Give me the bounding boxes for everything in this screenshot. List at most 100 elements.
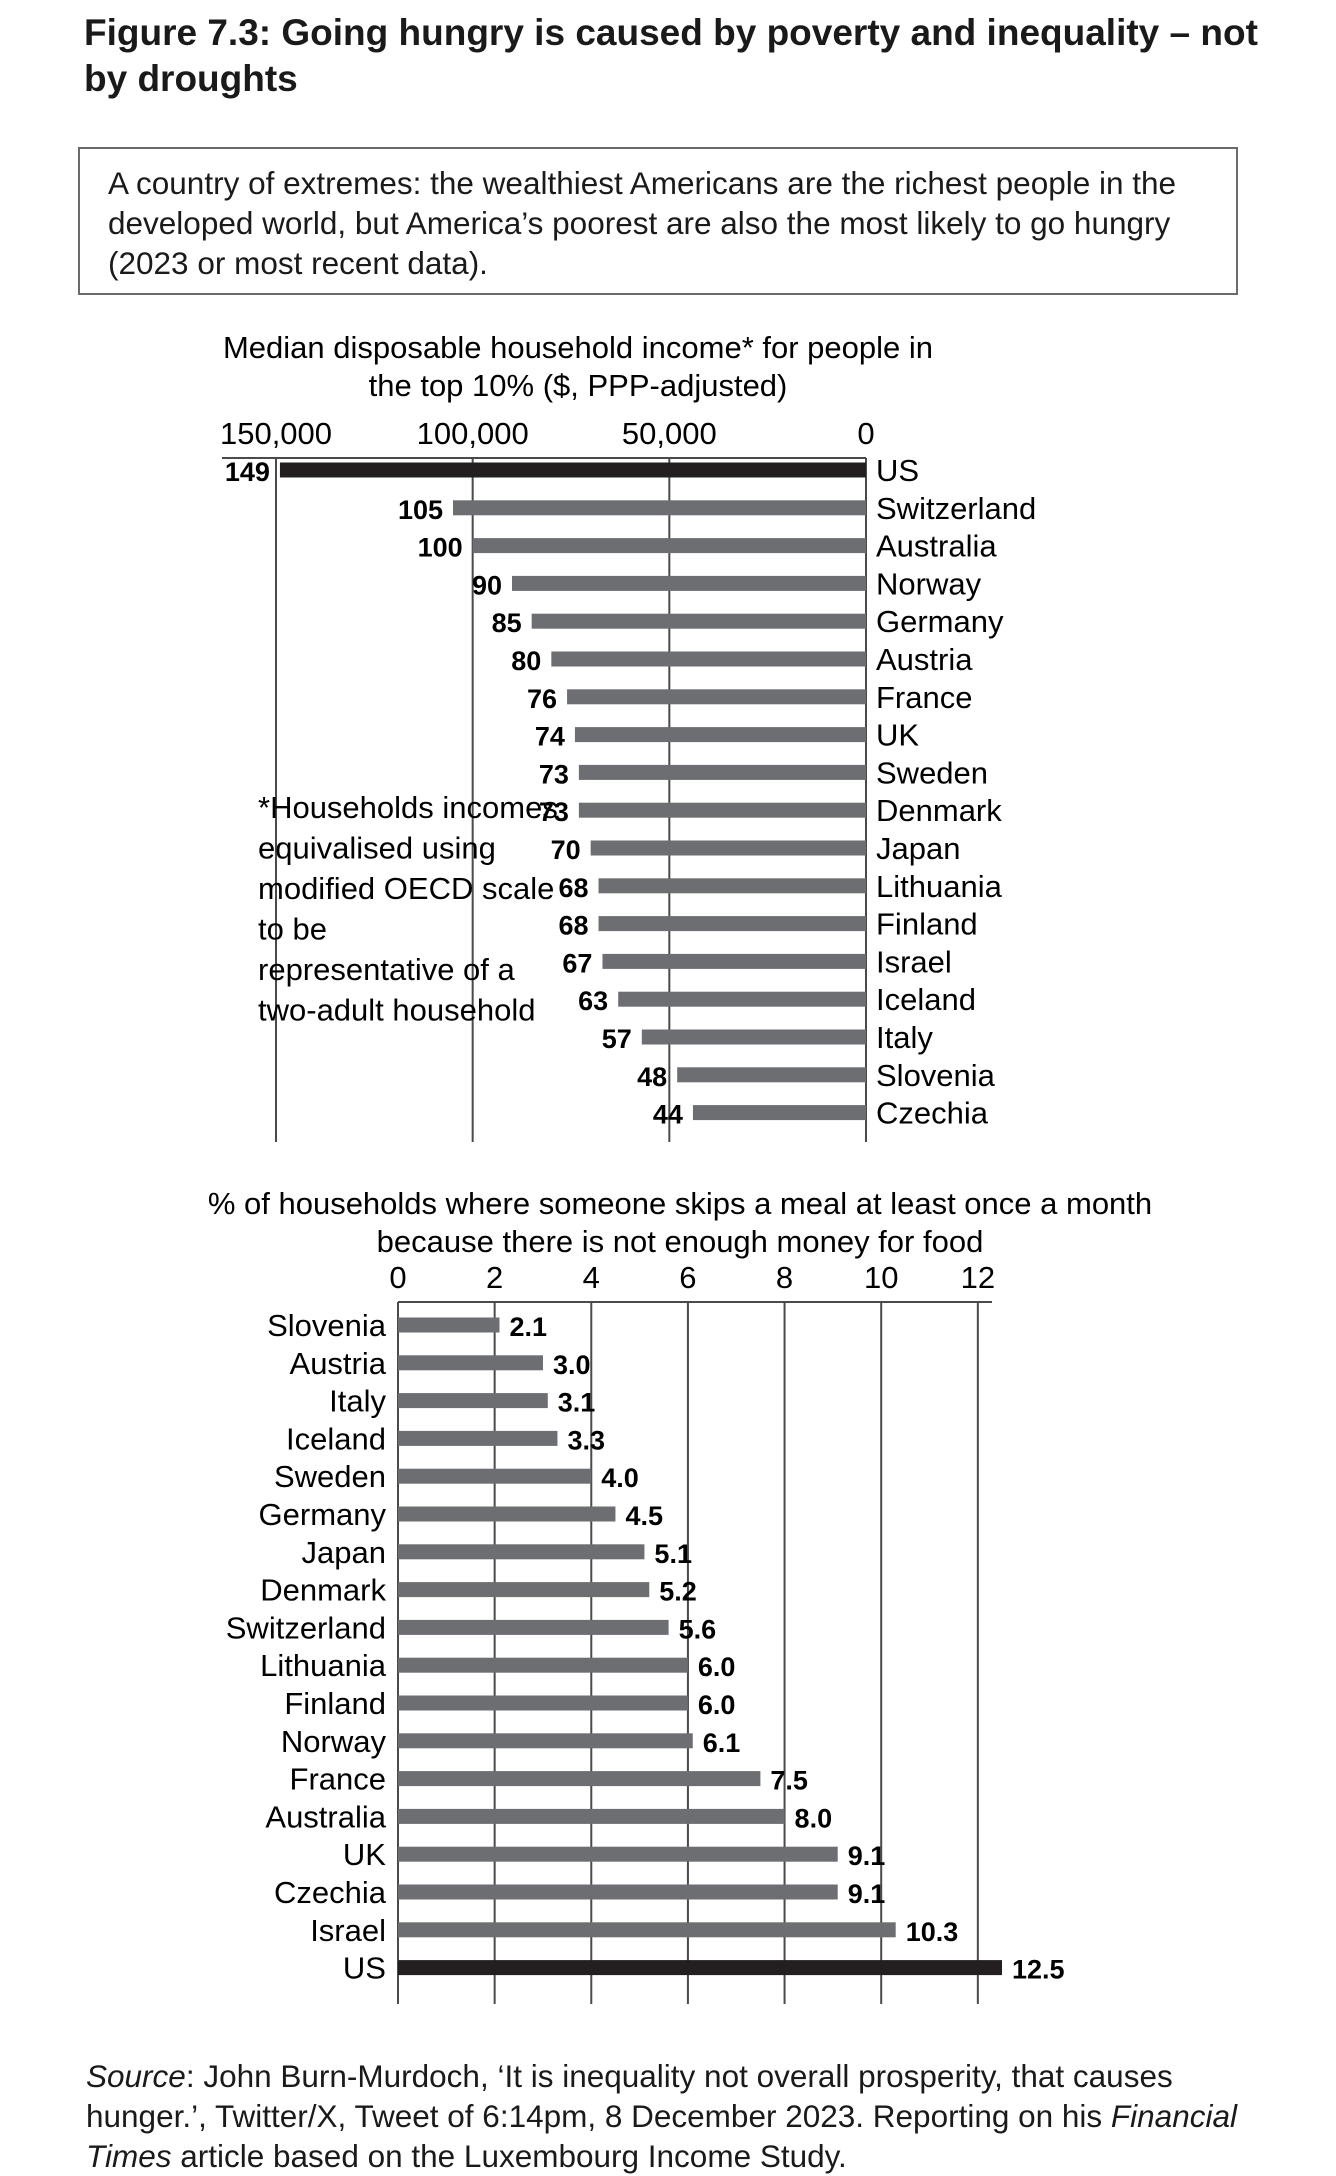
chart2-data-label: 6.0 bbox=[698, 1652, 736, 1682]
chart1-bar bbox=[472, 538, 866, 554]
chart2-bar bbox=[398, 1884, 838, 1900]
chart1-category-label: Iceland bbox=[876, 982, 976, 1017]
intro-box: A country of extremes: the wealthiest Am… bbox=[78, 147, 1238, 295]
chart1-data-label: 63 bbox=[578, 986, 608, 1016]
chart1-bar bbox=[598, 878, 866, 894]
chart2-category-label: Norway bbox=[281, 1724, 387, 1759]
chart2-bar bbox=[398, 1317, 500, 1333]
chart1-bar bbox=[279, 462, 866, 478]
chart2-category-label: Iceland bbox=[286, 1421, 386, 1456]
chart1-title: the top 10% ($, PPP-adjusted) bbox=[369, 368, 788, 403]
chart1-data-label: 67 bbox=[562, 948, 592, 978]
chart1-category-label: Australia bbox=[876, 529, 997, 564]
chart1-bar bbox=[574, 727, 866, 743]
footnote-text: representative of a bbox=[258, 952, 516, 987]
chart2-data-label: 9.1 bbox=[848, 1841, 886, 1871]
chart2-category-label: Slovenia bbox=[267, 1308, 387, 1343]
chart2-data-label: 6.1 bbox=[703, 1728, 741, 1758]
chart1-bar bbox=[641, 1029, 866, 1045]
chart1-data-label: 44 bbox=[653, 1100, 683, 1130]
chart2-category-label: Germany bbox=[259, 1497, 387, 1532]
intro-text: A country of extremes: the wealthiest Am… bbox=[108, 165, 1177, 281]
chart2-bar bbox=[398, 1430, 558, 1446]
chart1-bar bbox=[453, 500, 866, 516]
chart2-category-label: US bbox=[343, 1951, 386, 1986]
chart2-data-label: 3.1 bbox=[558, 1388, 596, 1418]
chart1-category-label: Czechia bbox=[876, 1096, 989, 1131]
chart1-data-label: 80 bbox=[511, 646, 541, 676]
chart2-category-label: Finland bbox=[284, 1686, 386, 1721]
chart2-tick-label: 8 bbox=[776, 1260, 793, 1295]
chart1-bar bbox=[598, 916, 866, 932]
chart2-tick-label: 2 bbox=[486, 1260, 503, 1295]
chart1-data-label: 100 bbox=[418, 533, 463, 563]
chart1-bar bbox=[531, 613, 866, 629]
chart2-data-label: 8.0 bbox=[795, 1803, 833, 1833]
chart2-bar bbox=[398, 1846, 838, 1862]
chart1-data-label: 76 bbox=[527, 684, 557, 714]
chart1-title: Median disposable household income* for … bbox=[223, 330, 933, 365]
chart2-title: because there is not enough money for fo… bbox=[377, 1224, 984, 1259]
chart1-data-label: 70 bbox=[551, 835, 581, 865]
chart1-data-label: 90 bbox=[472, 570, 502, 600]
chart2-title: % of households where someone skips a me… bbox=[208, 1186, 1152, 1221]
chart2-bar bbox=[398, 1922, 896, 1938]
chart1-tick-label: 0 bbox=[857, 416, 874, 451]
source-text-2: article based on the Luxembourg Income S… bbox=[171, 2138, 847, 2174]
chart1-category-label: Norway bbox=[876, 566, 982, 601]
chart2-tick-label: 12 bbox=[961, 1260, 995, 1295]
source-label: Source bbox=[86, 2058, 186, 2094]
footnote-text: modified OECD scale bbox=[258, 871, 554, 906]
chart2-category-label: Lithuania bbox=[260, 1648, 387, 1683]
chart2-category-label: Italy bbox=[329, 1384, 386, 1419]
chart2-data-label: 6.0 bbox=[698, 1690, 736, 1720]
chart1-bar bbox=[578, 764, 866, 780]
chart2-tick-label: 10 bbox=[864, 1260, 898, 1295]
chart1-category-label: Austria bbox=[876, 642, 973, 677]
chart1-tick-label: 150,000 bbox=[220, 416, 332, 451]
figure-title: Figure 7.3: Going hungry is caused by po… bbox=[84, 12, 1258, 99]
chart2-data-label: 4.0 bbox=[601, 1463, 639, 1493]
chart2-tick-label: 6 bbox=[679, 1260, 696, 1295]
chart1-category-label: Japan bbox=[876, 831, 960, 866]
chart1-category-label: UK bbox=[876, 718, 919, 753]
chart1-bar bbox=[551, 651, 866, 667]
chart1-bar bbox=[567, 689, 866, 705]
chart1-data-label: 105 bbox=[398, 495, 443, 525]
chart2-category-label: Japan bbox=[302, 1535, 386, 1570]
chart2-bar bbox=[398, 1771, 761, 1787]
chart1-data-label: 85 bbox=[492, 608, 522, 638]
chart2-data-label: 2.1 bbox=[509, 1312, 547, 1342]
chart2-bar bbox=[398, 1544, 645, 1560]
chart1-data-label: 57 bbox=[602, 1024, 632, 1054]
chart2-category-label: UK bbox=[343, 1837, 386, 1872]
chart2-category-label: Denmark bbox=[260, 1573, 386, 1608]
chart1-data-label: 74 bbox=[535, 722, 565, 752]
chart2-bar bbox=[398, 1960, 1002, 1976]
chart2-bar bbox=[398, 1695, 688, 1711]
chart1-category-label: Israel bbox=[876, 944, 952, 979]
chart1-category-label: Finland bbox=[876, 907, 978, 942]
chart1-data-label: 48 bbox=[637, 1062, 667, 1092]
chart2-data-label: 7.5 bbox=[770, 1766, 808, 1796]
chart2-category-label: Sweden bbox=[274, 1459, 386, 1494]
chart1-data-label: 68 bbox=[558, 911, 588, 941]
chart1-category-label: Denmark bbox=[876, 793, 1002, 828]
chart1-category-label: Sweden bbox=[876, 755, 988, 790]
charts-canvas: Median disposable household income* for … bbox=[208, 330, 1152, 2004]
chart2-category-label: Israel bbox=[310, 1913, 386, 1948]
chart1-data-label: 68 bbox=[558, 873, 588, 903]
chart1-category-label: US bbox=[876, 453, 919, 488]
chart2-bar bbox=[398, 1619, 669, 1635]
chart1-bar bbox=[677, 1067, 866, 1083]
chart2-category-label: Austria bbox=[290, 1346, 387, 1381]
chart1-category-label: Lithuania bbox=[876, 869, 1003, 904]
chart2-category-label: Czechia bbox=[274, 1875, 387, 1910]
chart1-category-label: France bbox=[876, 680, 972, 715]
chart2-data-label: 5.1 bbox=[654, 1539, 692, 1569]
chart2-category-label: Switzerland bbox=[226, 1610, 386, 1645]
chart2-category-label: Australia bbox=[265, 1799, 386, 1834]
chart1-bar bbox=[692, 1105, 866, 1121]
chart1-bar bbox=[512, 575, 866, 591]
footnote-text: two-adult household bbox=[258, 993, 535, 1028]
